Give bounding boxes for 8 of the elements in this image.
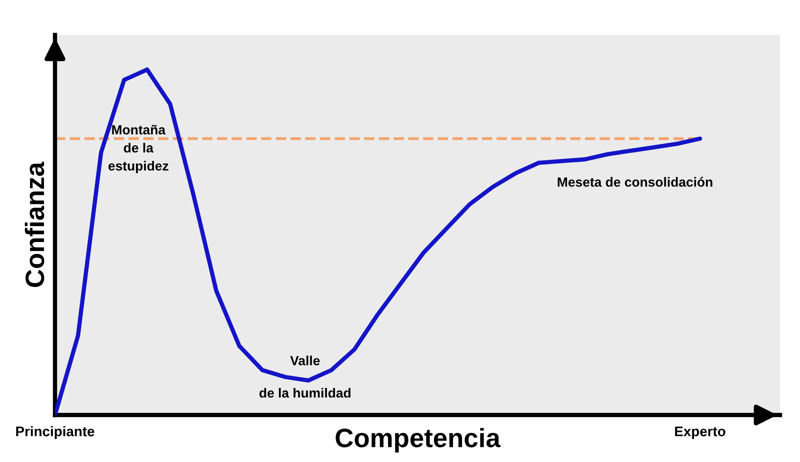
- annotation: Meseta de consolidación: [558, 176, 712, 187]
- annotation: Montaña de la estupidez: [108, 124, 168, 174]
- annotation: de la humildad: [259, 388, 350, 398]
- y-axis-title: Confianza: [24, 162, 44, 287]
- x-tick-label: Principiante: [16, 426, 94, 440]
- x-axis-title: Competencia: [336, 428, 501, 453]
- x-tick-label: Experto: [675, 426, 726, 440]
- annotation: Valle: [290, 356, 320, 366]
